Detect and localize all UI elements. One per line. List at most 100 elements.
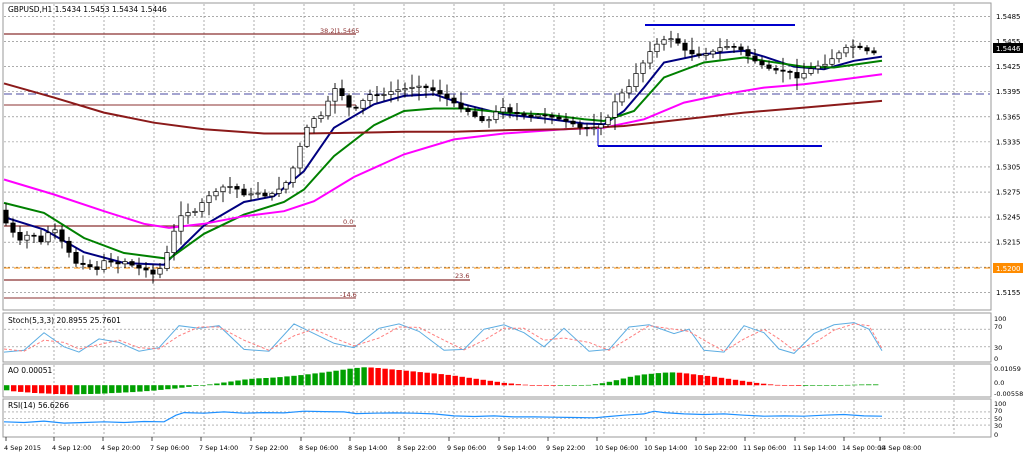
price-tick-label: 1.5365: [996, 113, 1021, 121]
ao-bar: [74, 385, 80, 395]
candle-body: [66, 240, 72, 253]
stoch-tick-0: 0: [994, 355, 998, 363]
candle-body: [388, 91, 394, 95]
candle-body: [262, 192, 268, 197]
candle-body: [52, 229, 58, 234]
ao-bar: [522, 384, 528, 386]
ao-bar: [326, 371, 332, 386]
candle-body: [332, 88, 338, 102]
ao-bar: [354, 367, 360, 386]
candles: [3, 30, 877, 284]
ao-bar: [515, 384, 521, 386]
candle-body: [836, 52, 842, 60]
stoch-tick-100: 100: [994, 315, 1006, 323]
ao-bar: [368, 367, 374, 386]
candle-body: [619, 92, 625, 103]
ao-bar: [564, 385, 570, 386]
candle-body: [703, 53, 709, 56]
candle-body: [213, 191, 219, 197]
candle-body: [787, 70, 793, 73]
candle-body: [185, 212, 191, 217]
candle-body: [38, 235, 44, 243]
ao-bar: [88, 385, 94, 394]
candle-body: [360, 100, 366, 109]
ao-bar: [746, 381, 753, 386]
pane-titles: GBPUSD,H1 1.5434 1.5453 1.5434 1.5446 St…: [8, 5, 167, 410]
ao-bar: [123, 385, 129, 393]
candle-body: [17, 231, 23, 241]
ao-bar: [116, 385, 122, 393]
candle-body: [283, 182, 289, 190]
time-tick-label: 11 Sep 06:00: [743, 444, 786, 452]
rsi-pane: [3, 410, 990, 426]
candle-body: [612, 101, 618, 118]
ao-bar: [816, 385, 823, 386]
stochastic-pane: [3, 322, 990, 354]
time-tick-label: 4 Sep 2015: [4, 444, 41, 452]
time-tick-label: 10 Sep 14:00: [644, 444, 687, 452]
pane-borders: [2, 2, 992, 438]
candle-body: [304, 126, 310, 147]
fib-label-23-6: 23.6: [455, 272, 469, 280]
time-tick-label: 9 Sep 22:00: [546, 444, 585, 452]
fib-label-38-2: 38.2|1.5465: [320, 27, 359, 35]
candle-body: [486, 119, 492, 122]
candle-body: [227, 186, 233, 188]
candle-body: [815, 65, 821, 70]
candle-body: [255, 192, 261, 195]
candle-body: [731, 46, 737, 48]
candle-body: [416, 85, 422, 88]
time-tick-label: 7 Sep 14:00: [199, 444, 238, 452]
candle-body: [101, 260, 107, 270]
price-tick-label: 1.5215: [996, 239, 1021, 247]
ao-bar: [802, 385, 809, 386]
candle-body: [626, 86, 632, 94]
time-axis: 4 Sep 2015 4 Sep 12:00 4 Sep 20:00 7 Sep 06…: [4, 437, 921, 452]
candle-body: [591, 127, 597, 130]
ao-bar: [830, 385, 837, 386]
ao-bar: [11, 385, 17, 392]
candle-body: [395, 89, 401, 92]
candle-body: [829, 58, 835, 65]
rsi-line: [3, 410, 883, 424]
candle-body: [521, 113, 527, 116]
ao-bar: [200, 385, 206, 386]
ao-bar: [438, 374, 444, 386]
candle-body: [633, 73, 639, 87]
ao-bar: [172, 385, 178, 389]
ao-bar: [347, 368, 353, 386]
stoch-tick-30: 30: [994, 344, 1002, 352]
candle-body: [192, 210, 198, 213]
candle-body: [738, 46, 744, 50]
ao-bar: [39, 385, 45, 394]
candle-body: [514, 111, 520, 115]
time-tick-label: 11 Sep 14:00: [793, 444, 836, 452]
price-tick-label: 1.5335: [996, 138, 1021, 146]
candle-body: [248, 193, 254, 196]
rsi-axis: 100 70 50 30 0: [994, 400, 1006, 439]
candle-body: [647, 51, 653, 64]
stoch-title: Stoch(5,3,3) 20.8955 25.7601: [8, 316, 121, 325]
time-tick-label: 4 Sep 20:00: [101, 444, 140, 452]
candle-body: [472, 111, 478, 117]
current-price-tag-bg: [993, 43, 1023, 53]
ao-bar: [788, 385, 795, 386]
ao-bar: [662, 372, 669, 386]
candle-body: [542, 114, 548, 117]
ao-bar: [130, 385, 136, 393]
main-chart-title: GBPUSD,H1 1.5434 1.5453 1.5434 1.5446: [8, 5, 167, 14]
candle-body: [297, 145, 303, 169]
ao-bar: [340, 369, 346, 386]
candle-body: [675, 38, 681, 44]
candle-body: [381, 94, 387, 96]
ao-bar: [767, 384, 774, 386]
ao-bar: [466, 377, 472, 386]
candle-body: [759, 60, 765, 66]
ao-bar: [718, 377, 725, 386]
ao-tick-top: 0.01059: [994, 365, 1021, 373]
candle-body: [724, 46, 730, 49]
ao-bar: [263, 378, 269, 386]
ao-bar: [25, 385, 31, 393]
